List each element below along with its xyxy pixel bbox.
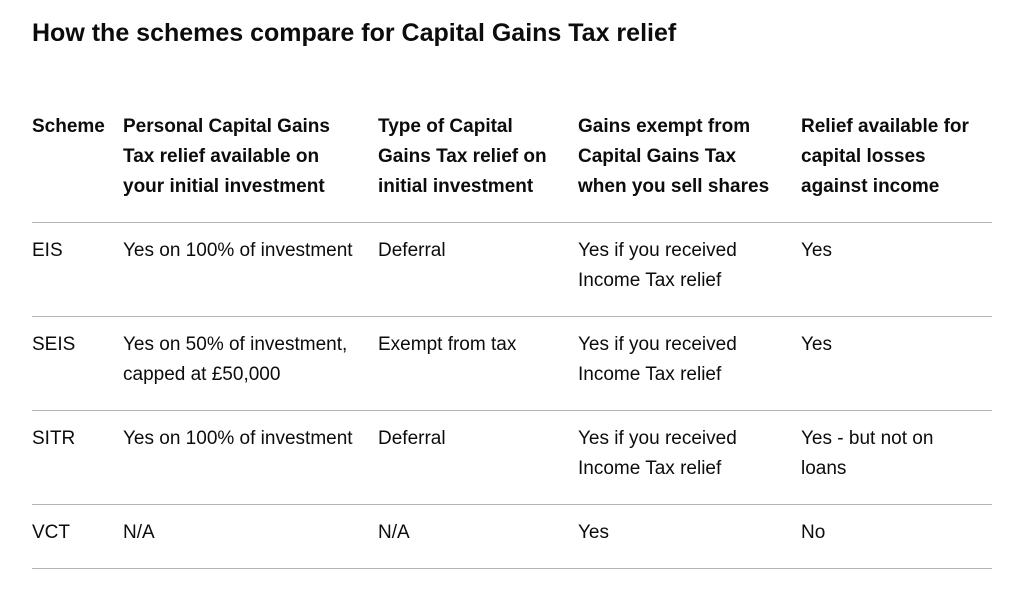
cell-scheme: EIS [32, 222, 123, 317]
cell-personal-relief: Yes on 50% of investment, capped at £50,… [123, 316, 378, 411]
cell-relief-type: Deferral [378, 410, 578, 505]
table-row-eis: EIS Yes on 100% of investment Deferral Y… [32, 222, 992, 317]
header-cell-losses-relief: Relief available for capital losses agai… [801, 104, 992, 223]
content-area: How the schemes compare for Capital Gain… [32, 19, 992, 569]
header-cell-gains-exempt: Gains exempt from Capital Gains Tax when… [578, 104, 801, 223]
cell-relief-type: N/A [378, 504, 578, 569]
cell-relief-type: Deferral [378, 222, 578, 317]
table-row-sitr: SITR Yes on 100% of investment Deferral … [32, 410, 992, 505]
cell-gains-exempt: Yes [578, 504, 801, 569]
header-cell-relief-type: Type of Capital Gains Tax relief on init… [378, 104, 578, 223]
table-row-seis: SEIS Yes on 50% of investment, capped at… [32, 316, 992, 411]
cell-relief-type: Exempt from tax [378, 316, 578, 411]
cell-personal-relief: Yes on 100% of investment [123, 222, 378, 317]
cell-scheme: SITR [32, 410, 123, 505]
cell-personal-relief: Yes on 100% of investment [123, 410, 378, 505]
cell-gains-exempt: Yes if you received Income Tax relief [578, 410, 801, 505]
header-cell-personal-relief: Personal Capital Gains Tax relief availa… [123, 104, 378, 223]
cell-losses-relief: Yes - but not on loans [801, 410, 992, 505]
cell-scheme: SEIS [32, 316, 123, 411]
header-cell-scheme: Scheme [32, 104, 123, 223]
cell-gains-exempt: Yes if you received Income Tax relief [578, 316, 801, 411]
table-row-vct: VCT N/A N/A Yes No [32, 504, 992, 569]
cell-scheme: VCT [32, 504, 123, 569]
cell-losses-relief: No [801, 504, 992, 569]
cell-losses-relief: Yes [801, 222, 992, 317]
cell-personal-relief: N/A [123, 504, 378, 569]
schemes-comparison-table: Scheme Personal Capital Gains Tax relief… [32, 104, 992, 569]
page-title: How the schemes compare for Capital Gain… [32, 19, 677, 47]
cell-losses-relief: Yes [801, 316, 992, 411]
header-row: Scheme Personal Capital Gains Tax relief… [32, 104, 992, 223]
cell-gains-exempt: Yes if you received Income Tax relief [578, 222, 801, 317]
